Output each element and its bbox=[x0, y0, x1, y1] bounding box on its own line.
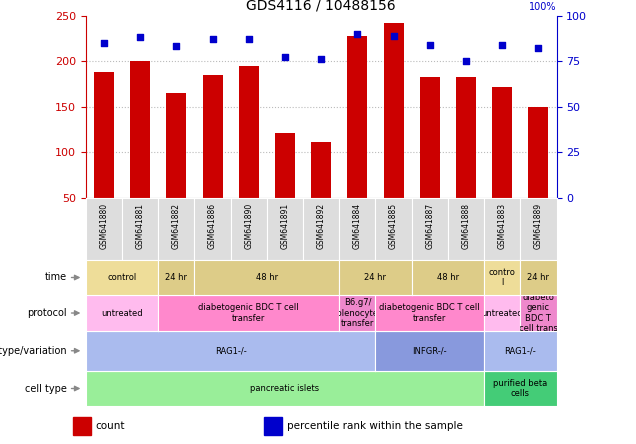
Bar bbox=[239, 66, 259, 198]
Text: contro
l: contro l bbox=[488, 268, 516, 287]
Bar bbox=[203, 75, 223, 198]
Text: 24 hr: 24 hr bbox=[527, 273, 550, 282]
Text: B6.g7/
splenocytes
transfer: B6.g7/ splenocytes transfer bbox=[332, 298, 383, 328]
Text: diabetogenic BDC T cell
transfer: diabetogenic BDC T cell transfer bbox=[380, 303, 480, 323]
Text: GSM641884: GSM641884 bbox=[353, 202, 362, 249]
Point bbox=[135, 34, 145, 41]
Bar bbox=[347, 36, 368, 198]
Bar bbox=[130, 61, 150, 198]
Bar bbox=[94, 72, 114, 198]
Text: GSM641883: GSM641883 bbox=[498, 202, 507, 249]
Bar bbox=[384, 23, 403, 198]
Text: GSM641890: GSM641890 bbox=[244, 202, 253, 249]
Point bbox=[534, 45, 544, 52]
Text: diabeto
genic
BDC T
cell trans: diabeto genic BDC T cell trans bbox=[519, 293, 558, 333]
Text: GSM641889: GSM641889 bbox=[534, 202, 543, 249]
Bar bbox=[167, 93, 186, 198]
Text: genotype/variation: genotype/variation bbox=[0, 346, 67, 356]
Text: GSM641888: GSM641888 bbox=[462, 202, 471, 249]
Text: INFGR-/-: INFGR-/- bbox=[413, 346, 447, 355]
Text: 24 hr: 24 hr bbox=[364, 273, 387, 282]
Text: RAG1-/-: RAG1-/- bbox=[215, 346, 247, 355]
Text: untreated: untreated bbox=[101, 309, 143, 317]
Bar bbox=[529, 107, 548, 198]
Bar bbox=[73, 417, 91, 435]
Bar bbox=[275, 133, 295, 198]
Point bbox=[207, 36, 218, 43]
Title: GDS4116 / 10488156: GDS4116 / 10488156 bbox=[246, 0, 396, 13]
Text: 48 hr: 48 hr bbox=[256, 273, 278, 282]
Text: untreated: untreated bbox=[481, 309, 523, 317]
Text: pancreatic islets: pancreatic islets bbox=[251, 384, 319, 393]
Bar bbox=[420, 76, 439, 198]
Text: GSM641882: GSM641882 bbox=[172, 202, 181, 249]
Text: percentile rank within the sample: percentile rank within the sample bbox=[287, 421, 462, 431]
Text: GSM641885: GSM641885 bbox=[389, 202, 398, 249]
Text: time: time bbox=[45, 273, 67, 282]
Point bbox=[171, 43, 181, 50]
Text: RAG1-/-: RAG1-/- bbox=[504, 346, 536, 355]
Text: GSM641891: GSM641891 bbox=[280, 202, 289, 249]
Point bbox=[280, 54, 290, 61]
Point bbox=[461, 58, 471, 65]
Text: purified beta
cells: purified beta cells bbox=[493, 379, 548, 398]
Point bbox=[352, 30, 363, 37]
Text: GSM641881: GSM641881 bbox=[135, 202, 144, 249]
Text: GSM641880: GSM641880 bbox=[99, 202, 109, 249]
Bar bbox=[264, 417, 282, 435]
Text: protocol: protocol bbox=[27, 308, 67, 318]
Text: count: count bbox=[96, 421, 125, 431]
Bar bbox=[456, 76, 476, 198]
Point bbox=[316, 56, 326, 63]
Text: GSM641892: GSM641892 bbox=[317, 202, 326, 249]
Bar bbox=[492, 87, 512, 198]
Point bbox=[99, 40, 109, 47]
Point bbox=[425, 41, 435, 48]
Point bbox=[244, 36, 254, 43]
Text: 48 hr: 48 hr bbox=[437, 273, 459, 282]
Point bbox=[497, 41, 508, 48]
Text: 24 hr: 24 hr bbox=[165, 273, 188, 282]
Text: GSM641886: GSM641886 bbox=[208, 202, 217, 249]
Text: GSM641887: GSM641887 bbox=[425, 202, 434, 249]
Bar bbox=[311, 142, 331, 198]
Point bbox=[389, 32, 399, 39]
Text: cell type: cell type bbox=[25, 384, 67, 393]
Text: diabetogenic BDC T cell
transfer: diabetogenic BDC T cell transfer bbox=[198, 303, 299, 323]
Text: 100%: 100% bbox=[529, 2, 556, 12]
Text: control: control bbox=[107, 273, 137, 282]
